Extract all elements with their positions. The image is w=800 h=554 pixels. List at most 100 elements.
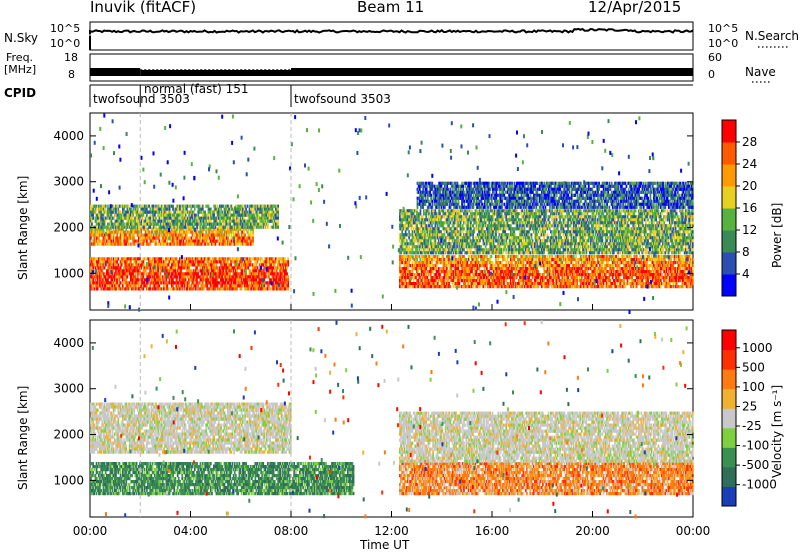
heatmap-cell	[285, 269, 287, 272]
heatmap-cell	[271, 269, 273, 272]
heatmap-cell	[237, 257, 239, 260]
heatmap-cell	[127, 275, 129, 278]
heatmap-cell	[90, 237, 92, 240]
heatmap-cell	[230, 281, 232, 284]
heatmap-cell	[241, 287, 243, 290]
heatmap-cell	[246, 257, 248, 260]
heatmap-cell	[122, 287, 124, 290]
heatmap-cell	[115, 257, 117, 260]
heatmap-cell	[285, 281, 287, 284]
heatmap-cell	[260, 260, 262, 263]
heatmap-cell	[177, 275, 179, 278]
heatmap-cell	[127, 260, 129, 263]
heatmap-cell	[253, 263, 255, 266]
heatmap-cell	[131, 266, 133, 269]
heatmap-cell	[93, 237, 95, 240]
heatmap-cell	[174, 269, 176, 272]
heatmap-cell	[230, 269, 232, 272]
heatmap-cell	[287, 260, 289, 263]
heatmap-cell	[122, 284, 124, 287]
heatmap-cell	[247, 266, 249, 269]
heatmap-cell	[257, 266, 259, 269]
heatmap-cell	[266, 272, 268, 275]
freq-panel-frame	[90, 54, 693, 81]
heatmap-cell	[130, 260, 132, 263]
heatmap-cell	[104, 240, 106, 243]
heatmap-cell	[95, 278, 97, 281]
heatmap-cell	[157, 272, 159, 275]
heatmap-cell	[172, 257, 174, 260]
heatmap-cell	[254, 260, 256, 263]
heatmap-cell	[135, 272, 137, 275]
heatmap-cell	[246, 281, 248, 284]
heatmap-cell	[180, 269, 182, 272]
heatmap-cell	[151, 263, 153, 266]
heatmap-cell	[287, 263, 289, 266]
heatmap-cell	[286, 266, 288, 269]
heatmap-cell	[181, 260, 183, 263]
heatmap-cell	[229, 257, 231, 260]
heatmap-cell	[115, 287, 117, 290]
heatmap-cell	[283, 284, 285, 287]
heatmap-cell	[95, 243, 97, 246]
heatmap-cell	[174, 266, 176, 269]
heatmap-cell	[117, 257, 119, 260]
heatmap-cell	[273, 266, 275, 269]
heatmap-cell	[157, 266, 159, 269]
heatmap-cell	[138, 272, 140, 275]
heatmap-cell	[97, 281, 99, 284]
heatmap-cell	[114, 272, 116, 275]
heatmap-cell	[166, 284, 168, 287]
heatmap-cell	[113, 269, 115, 272]
heatmap-cell	[213, 263, 215, 266]
heatmap-cell	[147, 266, 149, 269]
heatmap-cell	[144, 263, 146, 266]
heatmap-cell	[203, 260, 205, 263]
heatmap-cell	[230, 263, 232, 266]
heatmap-cell	[151, 269, 153, 272]
heatmap-cell	[227, 260, 229, 263]
heatmap-cell	[250, 257, 252, 260]
heatmap-cell	[247, 287, 249, 290]
heatmap-cell	[201, 257, 203, 260]
heatmap-cell	[287, 275, 289, 278]
heatmap-cell	[116, 278, 118, 281]
heatmap-cell	[255, 272, 257, 275]
heatmap-cell	[184, 284, 186, 287]
heatmap-cell	[203, 287, 205, 290]
heatmap-cell	[220, 287, 222, 290]
freq-solid-segment	[140, 70, 291, 76]
heatmap-cell	[144, 257, 146, 260]
heatmap-cell	[129, 287, 131, 290]
heatmap-cell	[112, 278, 114, 281]
heatmap-cell	[282, 272, 284, 275]
heatmap-cell	[104, 257, 106, 260]
heatmap-cell	[115, 284, 117, 287]
heatmap-cell	[163, 284, 165, 287]
heatmap-cell	[238, 263, 240, 266]
heatmap-cell	[122, 278, 124, 281]
heatmap-cell	[111, 257, 113, 260]
heatmap-cell	[208, 278, 210, 281]
heatmap-cell	[285, 263, 287, 266]
heatmap-cell	[190, 269, 192, 272]
heatmap-cell	[97, 272, 99, 275]
heatmap-cell	[193, 260, 195, 263]
heatmap-cell	[93, 287, 95, 290]
heatmap-cell	[251, 281, 253, 284]
heatmap-cell	[93, 260, 95, 263]
heatmap-cell	[181, 284, 183, 287]
heatmap-cell	[178, 284, 180, 287]
heatmap-cell	[179, 287, 181, 290]
heatmap-cell	[136, 284, 138, 287]
heatmap-cell	[255, 263, 257, 266]
heatmap-cell	[169, 272, 171, 275]
heatmap-cell	[149, 257, 151, 260]
heatmap-cell	[206, 284, 208, 287]
heatmap-cell	[145, 278, 147, 281]
heatmap-cell	[90, 278, 92, 281]
heatmap-cell	[274, 263, 276, 266]
nsky-series-line	[90, 29, 693, 34]
heatmap-cell	[177, 278, 179, 281]
heatmap-cell	[138, 281, 140, 284]
